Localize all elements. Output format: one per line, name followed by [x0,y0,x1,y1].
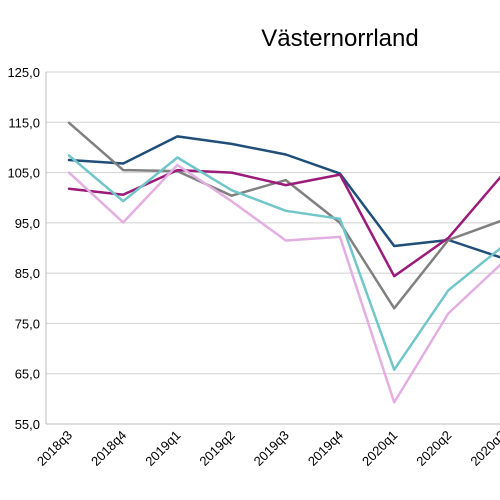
series-line-4 [67,154,500,371]
x-tick-label: 2018q3 [34,428,75,469]
series-lines [67,121,500,404]
x-tick-label: 2019q3 [251,428,292,469]
x-tick-label: 2019q2 [196,428,237,469]
y-tick-label: 55,0 [15,417,40,432]
chart-title: Västernorrland [261,25,418,52]
x-tick-label: 2020q1 [359,428,400,469]
y-axis: 55,0 65,0 75,0 85,0 95,0 105,0 115,0 125,0 [7,65,47,432]
x-tick-label: 2019q1 [142,428,183,469]
y-tick-label: 125,0 [7,65,40,80]
x-tick-label: 2019q4 [305,428,346,469]
series-line-2 [67,121,500,310]
x-tick-label: 2020q3 [467,428,500,469]
series-line-1 [67,135,500,259]
y-tick-label: 75,0 [15,316,40,331]
y-tick-label: 115,0 [8,115,40,130]
y-tick-label: 65,0 [15,367,40,382]
x-axis: 2018q3 2018q4 2019q1 2019q2 2019q3 2019q4 2020… [34,423,500,469]
gridlines [46,71,500,375]
series-line-5 [67,163,500,404]
y-tick-label: 85,0 [15,266,40,281]
x-tick-label: 2018q4 [88,428,129,469]
y-tick-label: 105,0 [7,166,40,181]
x-tick-label: 2020q2 [413,428,454,469]
y-tick-label: 95,0 [15,216,40,231]
